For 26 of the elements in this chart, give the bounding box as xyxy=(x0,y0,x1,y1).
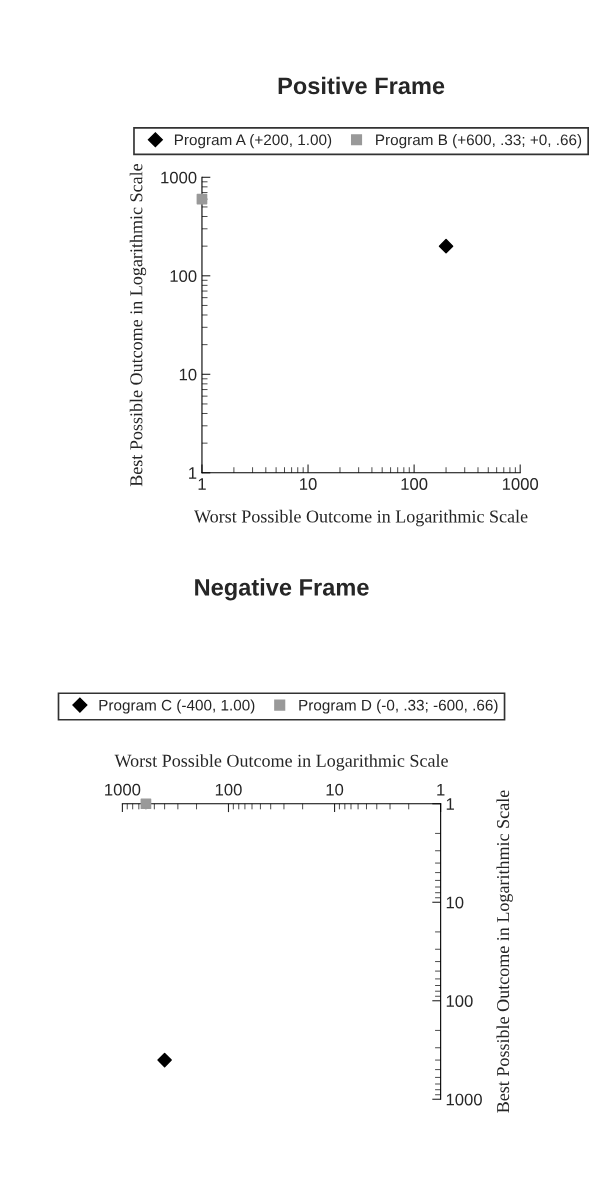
x-axis-title: Worst Possible Outcome in Logarithmic Scale xyxy=(194,509,528,527)
y-tick-label: 1000 xyxy=(161,171,197,184)
y-tick-label: 1000 xyxy=(446,1093,482,1106)
y-tick-label: 10 xyxy=(446,896,464,909)
x-tick-label: 1000 xyxy=(502,478,539,490)
y-tick-label: 1 xyxy=(189,467,197,479)
x-tick-label: 1 xyxy=(198,478,206,490)
y-axis-title: Best Possible Outcome in Logarithmic Scale xyxy=(129,163,147,487)
legend-label: Program A (+200, 1.00) xyxy=(174,134,332,149)
chart-title: Positive Frame xyxy=(278,76,445,95)
y-tick-label: 100 xyxy=(170,270,197,282)
legend-label: Program B (+600, .33; +0, .66) xyxy=(376,134,582,149)
x-tick-label: 10 xyxy=(300,478,317,490)
x-axis-title: Worst Possible Outcome in Logarithmic Scale xyxy=(114,754,448,771)
legend-label: Program C (-400, 1.00) xyxy=(99,699,255,714)
y-tick-label: 100 xyxy=(446,995,473,1007)
chart-title: Negative Frame xyxy=(195,578,369,601)
x-tick-label: 100 xyxy=(401,478,428,490)
x-tick-label: 1 xyxy=(437,783,445,796)
y-axis-title: Best Possible Outcome in Logarithmic Scale xyxy=(496,790,513,1113)
y-tick-label: 10 xyxy=(179,368,197,381)
x-tick-label: 100 xyxy=(215,783,242,796)
x-tick-label: 10 xyxy=(326,783,344,796)
legend-label: Program D (-0, .33; -600, .66) xyxy=(299,699,498,714)
x-tick-label: 1000 xyxy=(105,783,141,796)
y-tick-label: 1 xyxy=(446,798,454,810)
